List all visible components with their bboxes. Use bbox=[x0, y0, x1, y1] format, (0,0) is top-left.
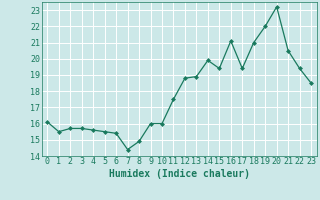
X-axis label: Humidex (Indice chaleur): Humidex (Indice chaleur) bbox=[109, 169, 250, 179]
